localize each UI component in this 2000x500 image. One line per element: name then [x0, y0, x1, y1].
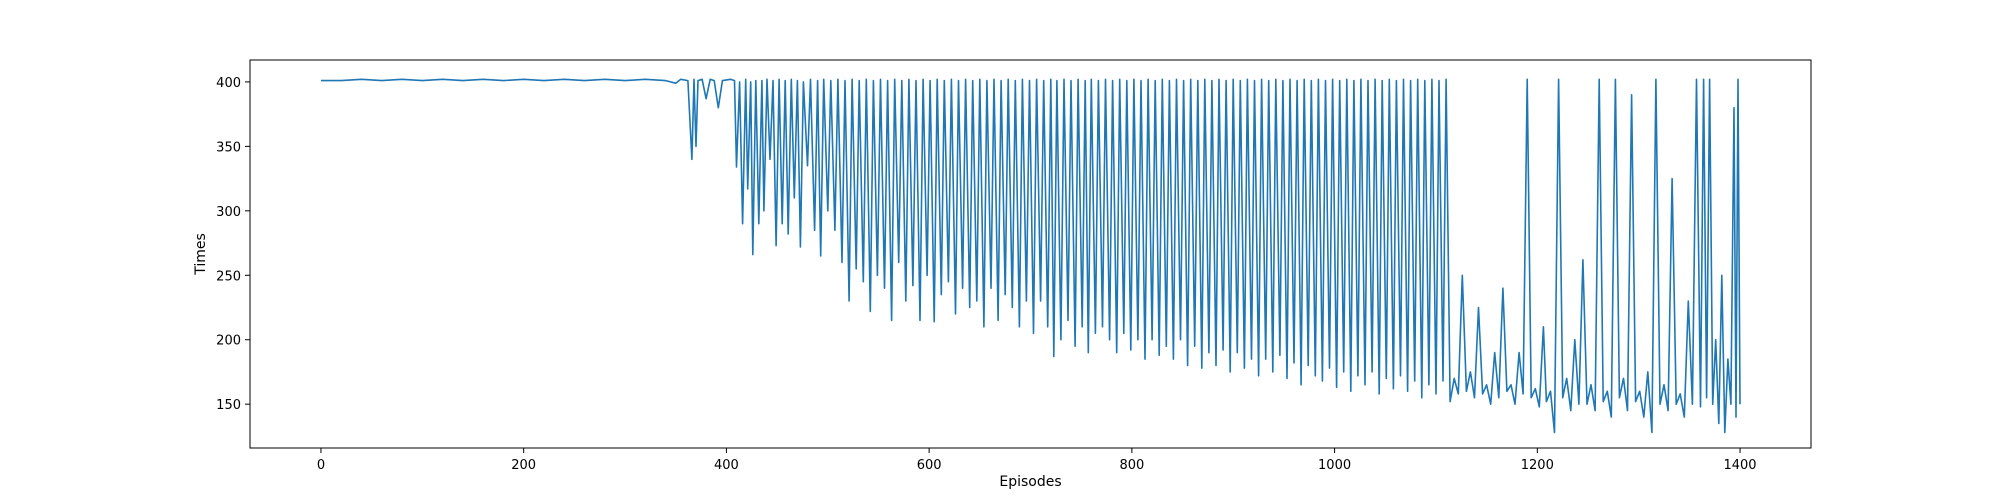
x-axis-ticks: 0 200 400 600 800 1000 1200 1400: [317, 448, 1757, 473]
y-tick-label: 350: [216, 140, 241, 155]
plot-area-frame: [249, 59, 1812, 449]
x-tick-label: 600: [917, 458, 942, 473]
x-tick-label: 1400: [1723, 458, 1756, 473]
x-tick-label: 400: [714, 458, 739, 473]
x-tick-label: 0: [317, 458, 325, 473]
y-axis-ticks: 150 200 250 300 350 400: [216, 76, 250, 413]
y-tick-label: 150: [216, 398, 241, 413]
y-tick-label: 250: [216, 269, 241, 284]
x-tick-label: 200: [511, 458, 536, 473]
y-axis-label: Times: [193, 233, 209, 276]
y-tick-label: 200: [216, 334, 241, 349]
x-tick-label: 800: [1119, 458, 1144, 473]
x-axis-label: Episodes: [999, 474, 1061, 490]
x-tick-label: 1000: [1318, 458, 1351, 473]
x-tick-label: 1200: [1521, 458, 1554, 473]
y-tick-label: 400: [216, 76, 241, 91]
series-layer: [321, 78, 1741, 434]
series-line-0: [321, 78, 1741, 434]
y-tick-label: 300: [216, 205, 241, 220]
